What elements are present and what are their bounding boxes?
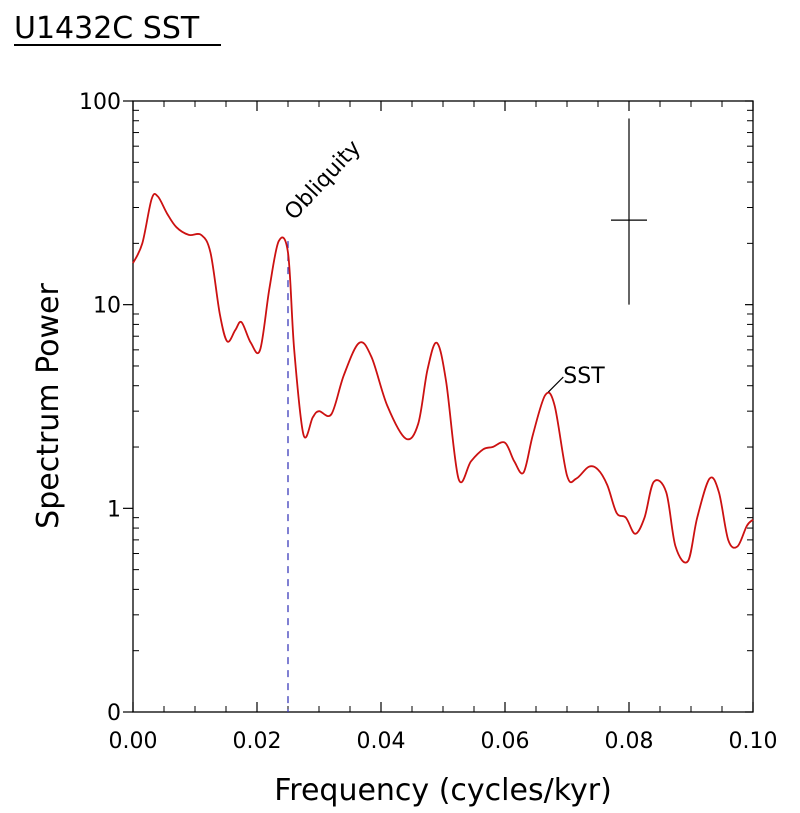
- y-axis-ticks: 0 1 10 100: [79, 90, 753, 726]
- y-tick-label: 100: [79, 90, 121, 115]
- chart-title: U1432C SST: [14, 11, 200, 46]
- x-minor-ticks: [163, 101, 723, 712]
- x-axis-ticks: 0.00 0.02 0.04 0.06 0.08 0.10: [109, 101, 778, 754]
- x-tick-label: 0.02: [233, 729, 282, 754]
- x-tick-label: 0.04: [357, 729, 406, 754]
- y-tick-label: 10: [93, 294, 121, 319]
- annotation-sst: SST: [563, 364, 605, 389]
- series-sst-line: [132, 192, 754, 564]
- plot-frame: [132, 100, 754, 713]
- x-tick-label: 0.06: [481, 729, 530, 754]
- y-tick-label: 1: [107, 497, 121, 522]
- x-tick-label: 0.08: [605, 729, 654, 754]
- y-minor-ticks: [133, 109, 753, 652]
- y-tick-label: 0: [107, 701, 121, 726]
- error-bar: [611, 118, 647, 305]
- x-tick-label: 0.10: [729, 729, 778, 754]
- x-axis-label: Frequency (cycles/kyr): [274, 773, 612, 808]
- annotation-sst-leader: [547, 376, 564, 393]
- y-axis-label: Spectrum Power: [31, 283, 66, 529]
- annotation-obliquity: Obliquity: [280, 136, 366, 226]
- x-tick-label: 0.00: [109, 729, 158, 754]
